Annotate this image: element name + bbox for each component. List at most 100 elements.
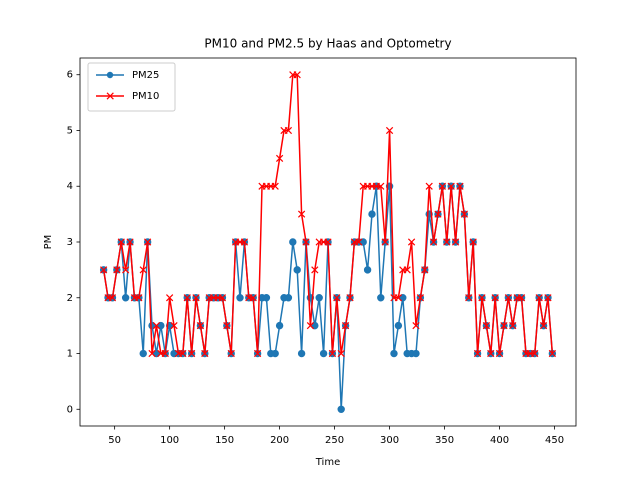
marker	[399, 294, 407, 302]
legend-label: PM10	[132, 91, 159, 102]
marker	[148, 349, 156, 358]
marker	[284, 294, 293, 302]
legend-marker	[106, 71, 114, 79]
marker	[438, 182, 447, 190]
marker	[271, 349, 279, 358]
marker	[152, 349, 161, 358]
marker	[495, 349, 504, 358]
legend-label: PM25	[132, 70, 159, 81]
marker	[429, 238, 438, 246]
series	[100, 71, 556, 358]
x-tick-label: 250	[325, 435, 344, 446]
marker	[443, 238, 451, 246]
marker	[377, 182, 385, 190]
marker	[236, 294, 244, 302]
marker	[548, 349, 556, 358]
marker	[394, 294, 403, 302]
marker	[487, 349, 495, 358]
x-tick-label: 450	[545, 435, 564, 446]
marker	[324, 238, 332, 246]
y-axis-label: PM	[43, 235, 54, 250]
marker	[139, 349, 147, 358]
marker	[341, 322, 350, 330]
marker	[421, 266, 429, 274]
marker	[315, 294, 323, 302]
axes-frame	[79, 57, 577, 427]
marker	[544, 294, 552, 302]
marker	[311, 266, 319, 274]
y-tick-label: 0	[67, 404, 73, 415]
marker	[416, 294, 425, 302]
chart-title: PM10 and PM2.5 by Haas and Optometry	[204, 37, 451, 51]
x-tick-label: 350	[435, 435, 454, 446]
y-tick-label: 6	[67, 70, 73, 81]
marker	[517, 294, 526, 302]
x-tick-label: 100	[160, 435, 179, 446]
marker	[223, 322, 231, 330]
marker	[293, 266, 301, 274]
legend-marker	[106, 92, 114, 100]
marker	[337, 349, 345, 358]
marker	[381, 238, 389, 246]
marker	[451, 238, 460, 246]
marker	[166, 294, 174, 302]
y-tick-label: 3	[67, 237, 73, 248]
marker	[482, 322, 490, 330]
x-tick-label: 400	[490, 435, 509, 446]
legend: PM25 PM10	[87, 62, 176, 112]
marker	[113, 266, 121, 274]
marker	[122, 266, 130, 274]
marker	[144, 238, 152, 246]
marker	[271, 182, 279, 190]
marker	[539, 322, 548, 330]
marker	[179, 349, 187, 358]
marker	[478, 294, 486, 302]
marker	[333, 294, 341, 302]
marker	[152, 322, 161, 330]
marker	[240, 238, 249, 246]
marker	[377, 294, 385, 302]
marker	[201, 349, 209, 358]
marker	[297, 349, 306, 358]
marker	[183, 294, 191, 302]
marker	[218, 294, 227, 302]
marker	[403, 266, 411, 274]
marker	[275, 154, 284, 162]
marker	[363, 266, 372, 274]
marker	[434, 210, 442, 218]
marker	[253, 349, 262, 358]
marker	[192, 294, 200, 302]
x-tick-label: 150	[215, 435, 234, 446]
marker	[161, 349, 169, 358]
marker	[170, 322, 178, 330]
marker	[139, 266, 147, 274]
marker	[108, 294, 117, 302]
x-axis-label: Time	[315, 457, 340, 468]
marker	[249, 294, 257, 302]
marker	[157, 321, 165, 330]
y-tick-label: 1	[67, 349, 73, 360]
marker	[355, 238, 363, 246]
marker	[319, 349, 328, 358]
marker	[504, 294, 512, 302]
marker	[407, 238, 416, 246]
marker	[394, 321, 403, 330]
marker	[126, 238, 134, 246]
marker	[447, 182, 455, 190]
marker	[509, 322, 517, 330]
marker	[302, 238, 310, 246]
marker	[368, 210, 376, 218]
marker	[359, 238, 367, 246]
marker	[293, 71, 301, 79]
marker	[412, 349, 420, 358]
marker	[412, 322, 420, 330]
marker	[337, 405, 345, 413]
marker	[465, 294, 473, 302]
marker	[188, 349, 196, 358]
marker	[328, 349, 337, 358]
marker	[346, 294, 354, 302]
marker	[135, 294, 143, 302]
marker	[535, 294, 543, 302]
marker	[306, 322, 315, 330]
